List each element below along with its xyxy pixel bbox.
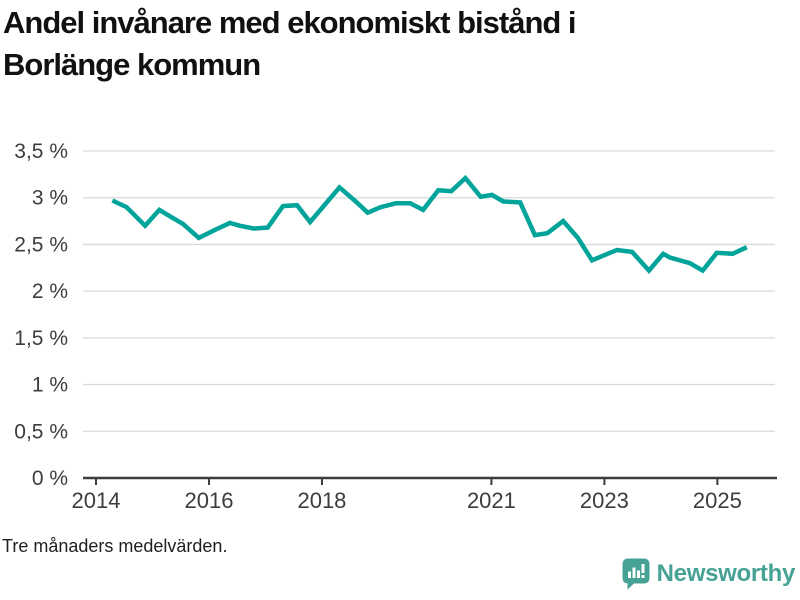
y-tick-label: 0 % xyxy=(32,467,68,490)
y-tick-label: 2 % xyxy=(32,280,68,303)
x-tick-label: 2025 xyxy=(693,488,742,513)
chart-footnote: Tre månaders medelvärden. xyxy=(2,536,228,556)
newsworthy-logo: Newsworthy xyxy=(622,558,795,590)
y-tick-label: 1,5 % xyxy=(14,327,68,350)
y-tick-label: 1 % xyxy=(32,374,68,397)
y-tick-label: 3,5 % xyxy=(14,140,68,163)
x-tick-label: 2016 xyxy=(184,488,233,513)
x-tick-label: 2021 xyxy=(467,488,516,513)
chart-title: Andel invånare med ekonomiskt bistånd i … xyxy=(3,5,577,82)
trend-line xyxy=(111,174,748,275)
x-tick-label: 2018 xyxy=(297,488,346,513)
newsworthy-bar-chart-bubble-icon xyxy=(622,558,650,590)
newsworthy-wordmark: Newsworthy xyxy=(656,560,796,587)
y-tick-label: 2,5 % xyxy=(14,233,68,256)
y-tick-label: 3 % xyxy=(32,187,68,210)
x-tick-label: 2023 xyxy=(580,488,629,513)
y-tick-label: 0,5 % xyxy=(14,420,68,443)
x-tick-label: 2014 xyxy=(72,488,121,513)
